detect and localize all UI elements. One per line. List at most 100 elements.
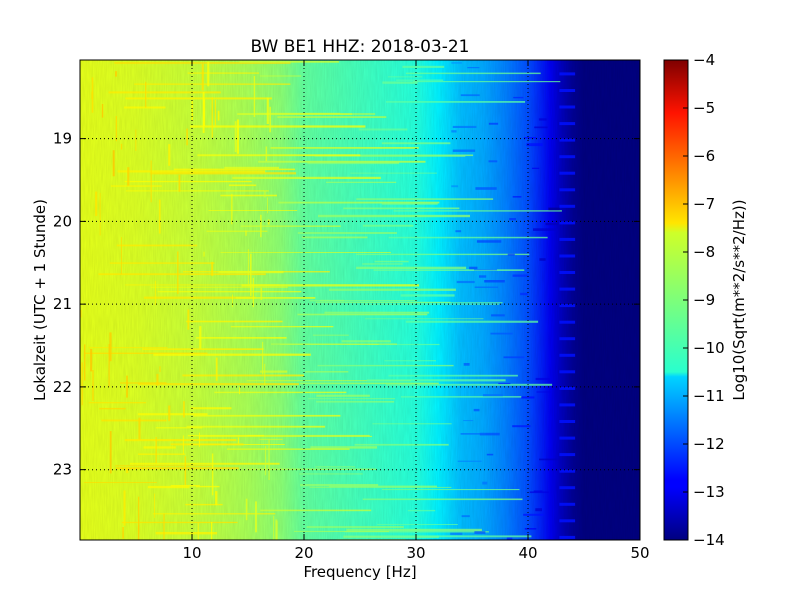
spectrogram-stripe [142,348,264,350]
spectrogram-stripe [124,106,166,109]
spectrogram-stripe [195,485,220,488]
spectrogram-stripe [532,167,540,169]
spectrogram-stripe [545,222,559,226]
spectrogram-stripe [507,253,515,256]
spectrogram-stripe [280,343,379,345]
spectrogram-stripe [450,532,463,535]
spectrogram-streak [168,144,171,166]
spectrogram-streak [163,513,165,540]
spectrogram-streak [201,64,204,91]
spectrogram-stripe [526,143,543,147]
spectrogram-streak [120,143,123,150]
spectrogram-stripe [189,125,366,128]
spectrogram-stripe [120,382,167,384]
x-tick-label: 50 [630,544,649,562]
spectrogram-streak [121,237,122,275]
spectrogram-streak [215,491,218,506]
spectrogram-stripe [316,401,395,403]
plot-area [80,60,640,540]
spectrogram-streak [262,341,264,375]
spectrogram-stripe [88,402,147,404]
spectrogram-streak [127,167,130,186]
spectrogram-stripe [344,531,489,533]
spectrogram-stripe [381,203,438,205]
spectrogram-streak [182,435,184,455]
spectrogram-stripe [315,466,356,468]
spectrogram-stripe [301,236,368,239]
spectrogram-stripe [259,438,283,440]
spectrogram-stripe [520,292,528,296]
y-tick-label: 20 [53,212,72,230]
spectrogram-stripe [535,377,551,381]
spectrogram-stripe [129,462,280,465]
spectrogram-stripe [346,528,482,532]
spectrogram-streak [109,431,112,474]
spectrogram-stripe [405,72,541,75]
spectrogram-stripe [534,126,548,129]
spectrogram-streak [109,332,112,362]
spectrogram-tick-mark [559,469,576,473]
spectrogram-stripe [241,284,420,287]
spectrogram-streak [184,456,187,485]
y-axis-ticks: 19 20 21 22 23 [53,130,640,479]
x-tick-label: 30 [406,544,425,562]
spectrogram-stripe [405,320,539,323]
spectrogram-tick-mark [559,138,576,142]
spectrogram-stripe [387,76,423,78]
spectrogram-stripe [475,187,497,190]
spectrogram-streak [187,309,190,330]
spectrogram-tick-mark [559,535,576,539]
spectrogram-streak [158,199,161,234]
spectrogram-stripe [538,118,547,121]
spectrogram-stripe [536,391,552,393]
spectrogram-stripe [186,320,283,323]
spectrogram-stripe [456,280,475,284]
spectrogram-stripe [186,425,326,428]
spectrogram-stripe [305,154,474,157]
spectrogram-tick-mark [559,122,576,126]
spectrogram-tick-mark [559,204,576,208]
spectrogram-stripe [152,513,276,515]
spectrogram-stripe [239,61,339,63]
spectrogram-stripe [402,65,445,68]
spectrogram-tick-mark [559,304,576,308]
spectrogram-stripe [110,185,162,187]
spectrogram-stripe [84,482,157,483]
spectrogram-stripe [155,427,203,429]
spectrogram-stripe [208,210,298,211]
spectrogram-stripe [124,439,237,442]
spectrogram-stripe [270,147,419,149]
spectrogram-streak [245,230,247,236]
x-tick-label: 20 [294,544,313,562]
spectrogram-stripe [309,300,418,302]
spectrogram-stripe [388,374,518,377]
spectrogram-stripe [373,269,525,271]
spectrogram-stripe [350,172,437,174]
spectrogram-streak [253,76,256,117]
spectrogram-stripe [457,460,482,462]
spectrogram-stripe [460,94,480,97]
spectrogram-streak [197,522,199,540]
spectrogram-stripe [452,125,477,128]
spectrogram-tick-mark [559,171,576,175]
spectrogram-streak [126,468,129,473]
spectrogram-stripe [84,352,208,354]
spectrogram-stripe [356,198,494,200]
spectrogram-stripe [235,297,316,299]
spectrogram-stripe [260,509,372,512]
spectrogram-stripe [182,374,304,377]
spectrogram-streak [260,214,262,238]
spectrogram-stripe [116,467,239,470]
spectrogram-tick-mark [559,89,576,92]
spectrogram-stripe [134,83,291,85]
spectrogram-stripe [356,266,467,269]
spectrogram-stripe [488,160,498,163]
spectrogram-stripe [535,508,542,512]
spectrogram-streak [178,174,181,192]
spectrogram-stripe [187,434,264,437]
spectrogram-streak [91,77,94,113]
spectrogram-stripe [150,286,288,288]
spectrogram-stripe [473,408,480,412]
spectrogram-streak [81,362,83,406]
spectrogram-stripe [529,491,549,494]
